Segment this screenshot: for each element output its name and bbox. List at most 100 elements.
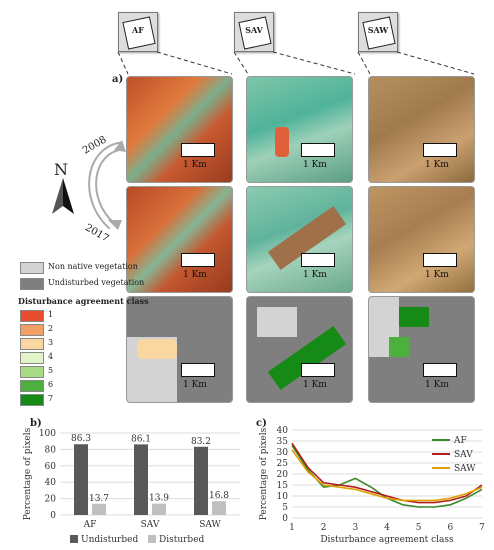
y-tick-label: 10 bbox=[277, 492, 289, 502]
y-tick-label: 40 bbox=[277, 426, 289, 436]
legend-non-native-swatch bbox=[20, 262, 44, 274]
image-saw-2017: 1 Km bbox=[368, 186, 475, 293]
scale-label: 1 Km bbox=[183, 270, 207, 280]
legend-class-label: 7 bbox=[48, 394, 54, 403]
bar bbox=[134, 444, 148, 515]
scale-label: 1 Km bbox=[303, 160, 327, 170]
bar bbox=[74, 444, 88, 515]
scale-bar bbox=[301, 363, 335, 377]
image-sav-2008: 1 Km bbox=[246, 76, 353, 183]
x-tick-label: 3 bbox=[352, 523, 358, 533]
legend-undisturbed-swatch bbox=[20, 278, 44, 290]
bar bbox=[194, 446, 208, 515]
legend-title: Disturbance agreement class bbox=[18, 296, 149, 306]
scale-label: 1 Km bbox=[425, 380, 449, 390]
image-af-2017: 1 Km bbox=[126, 186, 233, 293]
legend-class-swatch bbox=[20, 310, 44, 322]
class-6-area bbox=[389, 337, 409, 357]
legend-class-label: 4 bbox=[48, 352, 54, 361]
map-saw-disturbance: 1 Km bbox=[368, 296, 475, 403]
panel-a-label: a) bbox=[112, 74, 124, 85]
x-tick-label: 1 bbox=[289, 523, 295, 533]
locator-sav: SAV bbox=[234, 12, 274, 52]
panel-c-label: c) bbox=[256, 418, 267, 429]
locator-af: AF bbox=[118, 12, 158, 52]
y-tick-label: 35 bbox=[277, 437, 289, 447]
scale-bar bbox=[181, 253, 215, 267]
scale-bar bbox=[423, 253, 457, 267]
locator-saw-label: SAW bbox=[367, 25, 389, 35]
legend-class-label: 3 bbox=[48, 338, 54, 347]
panel-b-label: b) bbox=[30, 418, 42, 429]
non-native-area bbox=[257, 307, 297, 337]
y-axis-label: Percentage of pixels bbox=[259, 427, 269, 520]
bar-value-label: 83.2 bbox=[191, 437, 211, 447]
image-saw-2008: 1 Km bbox=[368, 76, 475, 183]
map-sav-disturbance: 1 Km bbox=[246, 296, 353, 403]
y-tick-label: 20 bbox=[277, 470, 289, 480]
bar bbox=[152, 503, 166, 515]
scale-bar bbox=[301, 253, 335, 267]
scale-bar bbox=[301, 143, 335, 157]
legend-class-label: 5 bbox=[48, 366, 54, 375]
y-tick-label: 80 bbox=[45, 445, 57, 455]
bar-value-label: 13.7 bbox=[89, 494, 109, 504]
time-arrow-icon bbox=[88, 140, 126, 230]
legend-class-swatch bbox=[20, 366, 44, 378]
x-tick-label: AF bbox=[83, 520, 97, 530]
bar-chart: 0 20 40 60 80 100 Percentage of pixels 86.3 13.7… bbox=[23, 427, 240, 545]
legend-swatch bbox=[70, 535, 78, 543]
scale-label: 1 Km bbox=[425, 160, 449, 170]
scale-label: 1 Km bbox=[303, 270, 327, 280]
x-tick-label: 7 bbox=[479, 523, 485, 533]
locator-connectors bbox=[117, 51, 475, 75]
legend-non-native-label: Non native vegetation bbox=[48, 262, 138, 271]
y-tick-label: 30 bbox=[277, 448, 289, 458]
y-tick-label: 40 bbox=[45, 478, 57, 488]
legend-class-label: 6 bbox=[48, 380, 54, 389]
legend-swatch bbox=[148, 535, 156, 543]
x-tick-label: 5 bbox=[416, 523, 422, 533]
legend-class-swatch bbox=[20, 324, 44, 336]
image-sav-2017: 1 Km bbox=[246, 186, 353, 293]
y-tick-label: 20 bbox=[45, 495, 57, 505]
x-axis-label: Disturbance agreement class bbox=[320, 535, 454, 545]
map-af-disturbance: 1 Km bbox=[126, 296, 233, 403]
series-line bbox=[291, 449, 483, 502]
north-label: N bbox=[54, 160, 68, 179]
legend-class-swatch bbox=[20, 352, 44, 364]
series-line bbox=[291, 442, 483, 504]
y-axis-label: Percentage of pixels bbox=[23, 427, 33, 520]
legend-label: SAV bbox=[454, 450, 473, 460]
class-7-area bbox=[399, 307, 429, 327]
locator-saw: SAW bbox=[358, 12, 398, 52]
scale-bar bbox=[181, 143, 215, 157]
scale-bar bbox=[423, 143, 457, 157]
bar-value-label: 86.3 bbox=[71, 434, 91, 444]
north-arrow-icon bbox=[52, 178, 74, 214]
scale-label: 1 Km bbox=[303, 380, 327, 390]
x-tick-label: SAV bbox=[141, 520, 160, 530]
y-tick-label: 15 bbox=[277, 481, 289, 491]
scale-bar bbox=[423, 363, 457, 377]
bar-value-label: 16.8 bbox=[209, 491, 229, 501]
y-tick-label: 0 bbox=[50, 511, 56, 521]
scale-label: 1 Km bbox=[183, 380, 207, 390]
legend-label: Undisturbed bbox=[81, 535, 138, 545]
bar bbox=[92, 503, 106, 515]
image-af-2008: 1 Km bbox=[126, 76, 233, 183]
legend-class-swatch bbox=[20, 394, 44, 406]
y-tick-label: 0 bbox=[282, 514, 288, 524]
legend-class-label: 1 bbox=[48, 310, 54, 319]
scale-label: 1 Km bbox=[425, 270, 449, 280]
red-patch bbox=[275, 127, 289, 157]
locator-sav-label: SAV bbox=[245, 25, 263, 35]
y-tick-label: 5 bbox=[282, 503, 288, 513]
x-tick-label: 6 bbox=[447, 523, 453, 533]
legend-label: SAW bbox=[454, 464, 476, 474]
scale-bar bbox=[181, 363, 215, 377]
bar bbox=[212, 501, 226, 515]
legend-label: AF bbox=[453, 436, 467, 446]
y-tick-label: 25 bbox=[277, 459, 289, 469]
